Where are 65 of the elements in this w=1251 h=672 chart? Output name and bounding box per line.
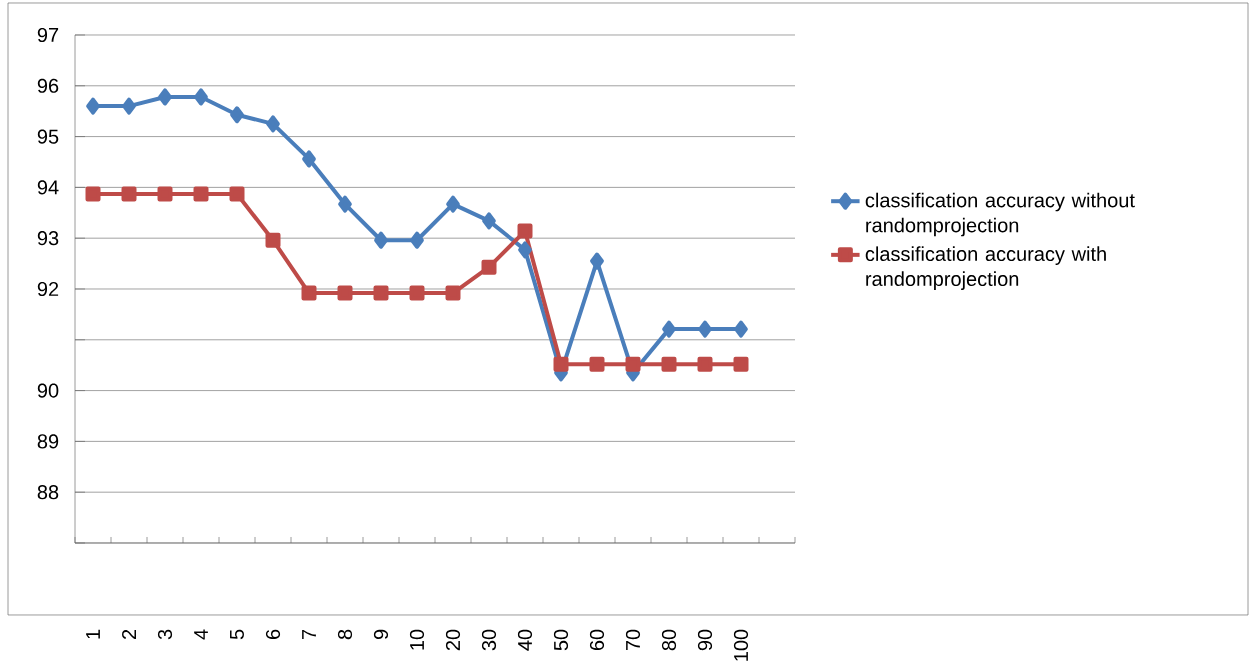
point [589, 356, 605, 372]
point [86, 97, 100, 115]
point [193, 186, 209, 202]
point [338, 195, 352, 213]
point [374, 231, 388, 249]
x-tick-label: 1 [86, 629, 100, 639]
legend-label: classification accuracy with randomprojection [865, 246, 1106, 291]
point [446, 195, 460, 213]
x-tick-label: 40 [517, 629, 533, 651]
point [157, 186, 173, 202]
point [590, 252, 604, 270]
point [230, 106, 244, 124]
y-tick-label: 93 [37, 231, 59, 246]
x-tick-label: 5 [230, 629, 244, 640]
y-tick-label: 94 [37, 180, 59, 195]
x-tick-label: 30 [481, 629, 497, 651]
x-tick-label: 10 [409, 629, 425, 650]
y-tick-label: 96 [37, 78, 59, 93]
point [517, 223, 533, 239]
y-tick-label: 90 [37, 383, 59, 398]
x-tick-label: 50 [553, 629, 569, 651]
x-tick-label: 9 [373, 629, 389, 640]
point [265, 232, 281, 248]
point [409, 285, 425, 301]
point [553, 356, 569, 372]
point [337, 285, 353, 301]
x-tick-label: 8 [337, 629, 353, 640]
point [661, 356, 677, 372]
point [733, 356, 749, 372]
point [266, 115, 280, 133]
point [698, 320, 712, 338]
x-tick-label: 2 [122, 629, 136, 639]
point [481, 259, 497, 275]
point [373, 285, 389, 301]
point [194, 88, 208, 106]
y-tick-label: 88 [37, 485, 59, 500]
point [518, 241, 532, 259]
y-tick-label: 97 [37, 27, 59, 43]
x-tick-label: 20 [445, 629, 461, 651]
x-tick-label: 4 [194, 629, 208, 640]
x-tick-label: 7 [302, 629, 316, 639]
point [121, 186, 137, 202]
point [625, 356, 641, 372]
point [85, 186, 101, 202]
point [302, 150, 316, 168]
point [445, 285, 461, 301]
point [122, 97, 136, 115]
point [229, 186, 245, 202]
y-tick-label: 92 [37, 281, 59, 297]
point [158, 88, 172, 106]
x-tick-label: 6 [265, 629, 281, 639]
point [734, 320, 748, 338]
y-tick-label: 89 [37, 434, 59, 449]
x-tick-label: 70 [625, 629, 641, 651]
point [410, 231, 424, 249]
point [697, 356, 713, 372]
point [662, 320, 676, 338]
x-tick-label: 3 [157, 629, 173, 640]
point [301, 285, 317, 301]
x-tick-label: 60 [589, 629, 605, 651]
point [482, 212, 496, 230]
y-tick-label: 95 [37, 129, 59, 144]
x-tick-label: 100 [733, 629, 749, 661]
x-tick-label: 80 [661, 629, 677, 651]
x-tick-label: 90 [697, 629, 713, 651]
